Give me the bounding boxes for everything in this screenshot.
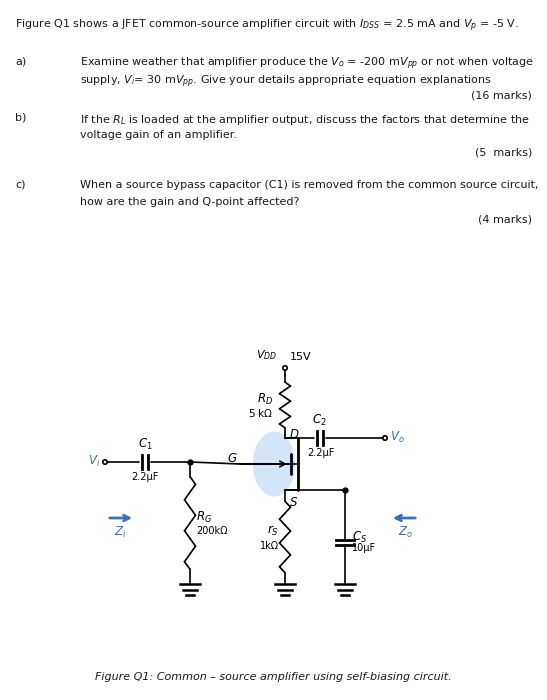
Text: c): c) (15, 180, 26, 190)
Text: 2.2μF: 2.2μF (131, 472, 159, 482)
Text: If the $R_L$ is loaded at the amplifier output, discuss the factors that determi: If the $R_L$ is loaded at the amplifier … (80, 113, 530, 127)
Text: 200kΩ: 200kΩ (196, 526, 228, 536)
Text: how are the gain and Q-point affected?: how are the gain and Q-point affected? (80, 197, 299, 207)
Text: When a source bypass capacitor (C1) is removed from the common source circuit,: When a source bypass capacitor (C1) is r… (80, 180, 538, 190)
Text: $V_o$: $V_o$ (390, 429, 405, 444)
Text: 10μF: 10μF (352, 543, 376, 553)
Text: $r_S$: $r_S$ (267, 524, 279, 538)
Text: 5 k$\Omega$: 5 k$\Omega$ (248, 407, 273, 419)
Text: (4 marks): (4 marks) (478, 215, 532, 225)
Text: 1kΩ: 1kΩ (260, 541, 279, 551)
Text: G: G (228, 452, 237, 466)
Text: $Z_o$: $Z_o$ (398, 525, 412, 540)
Text: D: D (290, 428, 299, 442)
Text: Figure Q1 shows a JFET common-source amplifier circuit with $I_{DSS}$ = 2.5 mA a: Figure Q1 shows a JFET common-source amp… (15, 18, 519, 34)
Text: a): a) (15, 56, 26, 66)
Text: S: S (290, 496, 298, 509)
Text: $R_G$: $R_G$ (196, 510, 212, 524)
Text: Examine weather that amplifier produce the $V_o$ = -200 m$V_{pp}$ or not when vo: Examine weather that amplifier produce t… (80, 56, 534, 72)
Text: Figure Q1: Common – source amplifier using self-biasing circuit.: Figure Q1: Common – source amplifier usi… (95, 672, 452, 682)
Text: (5  marks): (5 marks) (475, 148, 532, 158)
Text: $R_D$: $R_D$ (257, 391, 273, 407)
Text: $Z_i$: $Z_i$ (114, 525, 126, 540)
Text: $V_i$: $V_i$ (88, 454, 100, 468)
Text: $C_2$: $C_2$ (312, 413, 327, 428)
Text: $V_{DD}$: $V_{DD}$ (256, 348, 277, 362)
Text: $C_1$: $C_1$ (138, 437, 153, 452)
Text: voltage gain of an amplifier.: voltage gain of an amplifier. (80, 130, 237, 141)
Text: 2.2μF: 2.2μF (307, 448, 335, 458)
Ellipse shape (253, 431, 295, 496)
Text: b): b) (15, 113, 26, 123)
Text: supply, $V_i$= 30 m$V_{pp}$. Give your details appropriate equation explanations: supply, $V_i$= 30 m$V_{pp}$. Give your d… (80, 74, 492, 90)
Text: $C_S$: $C_S$ (352, 529, 367, 545)
Text: 15V: 15V (290, 352, 312, 362)
Text: (16 marks): (16 marks) (471, 91, 532, 101)
